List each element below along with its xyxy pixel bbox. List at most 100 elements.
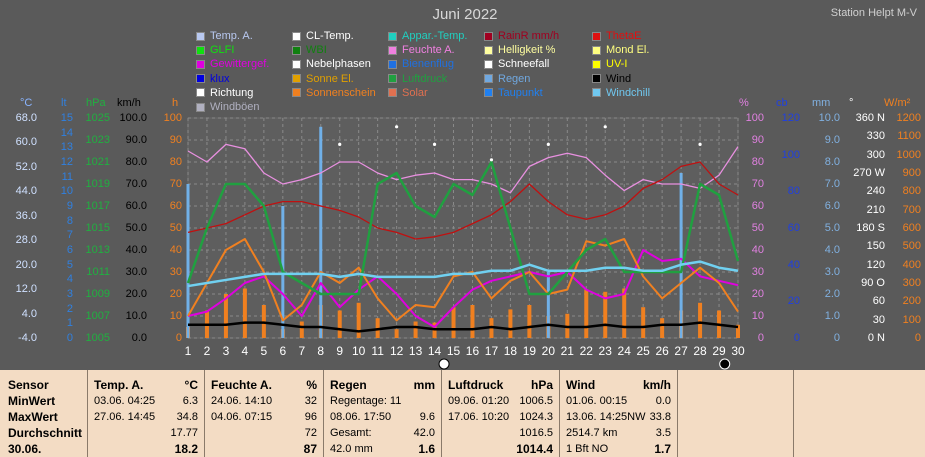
tick-label: 1000 <box>896 148 921 161</box>
tick-label: 5 <box>66 258 73 271</box>
legend-item: ThetaE <box>592 30 641 42</box>
wind-min-value: 0.0 <box>655 394 671 407</box>
unit-percent: % <box>739 97 749 109</box>
legend-swatch <box>484 31 493 41</box>
unit-lt: lt <box>61 97 67 109</box>
rain-bar <box>679 173 683 338</box>
tick-label: 20 <box>787 295 800 308</box>
x-tick-label: 23 <box>599 344 613 358</box>
x-tick-label: 13 <box>409 344 423 358</box>
tick-label: 100 <box>902 313 921 326</box>
hum-max-date: 04.06. 07:15 <box>211 410 273 423</box>
legend-swatch <box>292 88 301 98</box>
tick-label: 20 <box>751 288 764 300</box>
tick-label: 0 N <box>867 332 885 344</box>
wind-direction-dot <box>338 142 342 146</box>
tick-label: 90 <box>169 134 182 146</box>
tick-label: 7 <box>66 229 73 242</box>
legend-item: Temp. A. <box>196 30 253 42</box>
tick-label: 0.0 <box>131 332 147 344</box>
tick-label: 40 <box>169 244 182 256</box>
x-tick-label: 25 <box>636 344 650 358</box>
wind-max-value: 33.8 <box>649 410 671 423</box>
tick-label: 80.0 <box>125 156 147 168</box>
tick-label: 20 <box>169 288 182 300</box>
tick-label: 800 <box>902 185 921 198</box>
sunshine-bar <box>641 307 646 338</box>
rain-unit: mm <box>413 377 435 392</box>
tick-label: 50 <box>169 222 182 234</box>
x-tick-label: 17 <box>485 344 499 358</box>
tick-label: 1021 <box>85 156 110 168</box>
legend-swatch <box>388 74 397 84</box>
tick-label: 1.0 <box>824 310 840 322</box>
unit-hpa: hPa <box>86 97 106 109</box>
hum-today: 87 <box>303 441 317 456</box>
legend-label: Schneefall <box>498 58 550 71</box>
tick-label: 15 <box>60 112 73 124</box>
x-tick-label: 15 <box>447 344 461 358</box>
rain-bar <box>186 184 190 338</box>
stats-empty-column-2 <box>794 370 925 457</box>
legend-swatch <box>484 59 493 69</box>
tick-label: 52.0 <box>15 160 37 173</box>
wind-today-bft: 1 Bft NO <box>566 442 609 455</box>
stats-rain-column: Regen mm Regentage: 11 08.06. 17:50 9.6 Ge… <box>324 370 442 457</box>
stats-empty-column-1 <box>678 370 794 457</box>
tick-label: 0 <box>66 332 73 344</box>
tick-label: 150 <box>866 240 885 253</box>
legend-label: ThetaE <box>606 30 642 42</box>
tick-label: 5.0 <box>824 222 840 234</box>
legend-swatch <box>292 74 301 84</box>
chart-area: Juni 2022 Station Helpt M-V Temp. A. CL-T… <box>0 0 921 370</box>
tick-label: 60 <box>872 295 885 308</box>
tick-label: 6.0 <box>824 200 840 212</box>
wind-direction-dot <box>603 125 607 129</box>
tick-label: 80 <box>751 156 764 168</box>
sunshine-bar <box>603 291 608 338</box>
legend-label: Appar.-Temp. <box>402 30 468 42</box>
tick-label: 20.0 <box>125 288 147 300</box>
tick-label: 200 <box>902 295 921 308</box>
press-average: 1016.5 <box>519 426 553 439</box>
hum-max-value: 96 <box>304 410 317 423</box>
tick-label: 400 <box>902 258 921 271</box>
tick-label: 40 <box>787 258 800 271</box>
tick-label: 0 <box>793 332 800 344</box>
wm2-axis: 1200 1100 1000 900 800 700 600 500 400 300 200 100 0 <box>896 113 921 344</box>
x-tick-label: 12 <box>390 344 404 358</box>
legend-item: RainR mm/h <box>484 30 559 42</box>
tick-label: 70 <box>751 178 764 190</box>
temp-min-date: 03.06. 04:25 <box>94 394 156 407</box>
unit-hours: h <box>172 97 179 109</box>
legend-label: RainR mm/h <box>498 30 560 42</box>
rain-bar <box>546 272 550 338</box>
tick-label: 7.0 <box>824 178 840 190</box>
x-tick-label: 4 <box>242 344 249 358</box>
legend-item: Windchill <box>592 87 650 99</box>
tick-label: 1009 <box>85 288 110 300</box>
temp-today: 18.2 <box>174 441 198 456</box>
rain-today-total: 42.0 mm <box>330 442 373 455</box>
tick-label: 120 <box>781 112 800 124</box>
tick-label: 40 <box>751 244 764 256</box>
legend-label: Helligkeit % <box>498 44 556 57</box>
hum-unit: % <box>306 377 317 392</box>
tick-label: 10.0 <box>125 310 147 322</box>
sunshine-bar <box>299 321 304 338</box>
tick-label: 90.0 <box>125 134 147 146</box>
tick-label: 1025 <box>85 112 110 124</box>
rain-bar <box>319 126 323 338</box>
press-unit: hPa <box>530 377 553 392</box>
wind-direction-dot <box>432 142 437 146</box>
legend-label: Taupunkt <box>498 86 543 99</box>
tick-label: 44.0 <box>15 185 37 198</box>
legend-item: Helligkeit % <box>484 44 555 56</box>
tick-label: 500 <box>902 240 921 253</box>
legend-label: Bienenflug <box>402 58 454 71</box>
hum-header: Feuchte A. <box>211 377 272 392</box>
tick-label: 300 <box>866 148 885 161</box>
tick-label: 0 <box>175 332 182 344</box>
hours-axis: 100 90 80 70 60 50 40 30 20 10 0 <box>0 0 182 370</box>
legend-item: Bienenflug <box>388 58 454 70</box>
